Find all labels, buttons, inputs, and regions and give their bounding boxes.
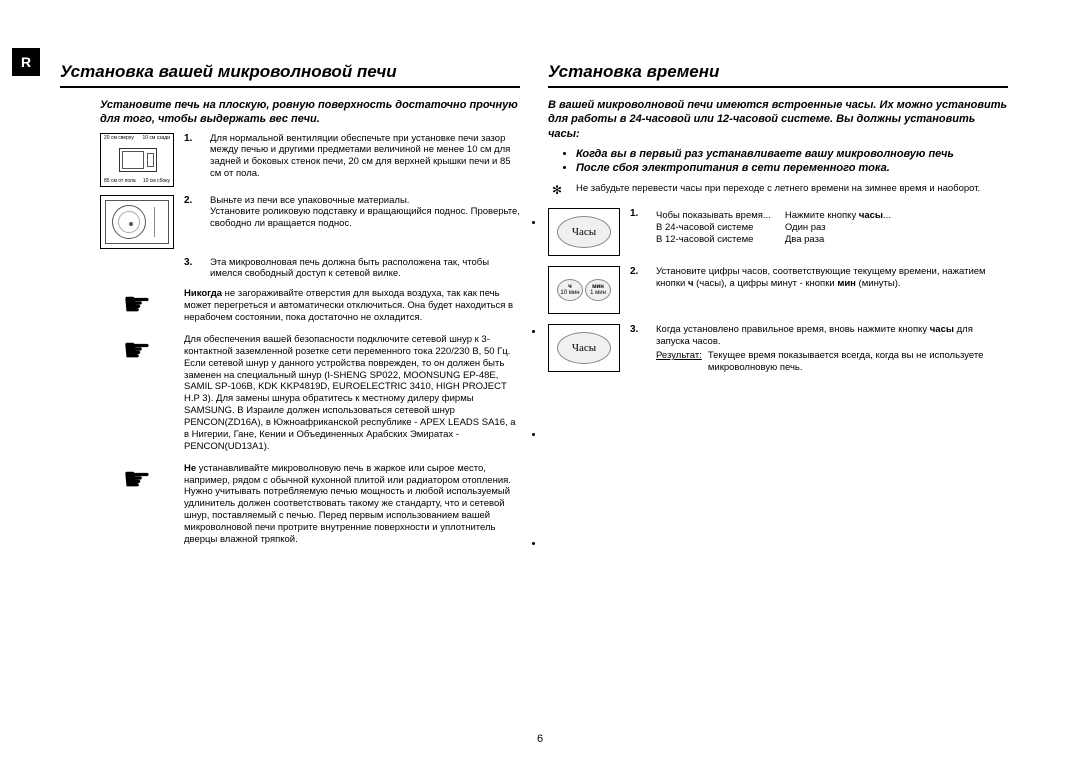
clock-oval-2: Часы	[557, 332, 611, 364]
right-bullets: Когда вы в первый раз устанавливаете ваш…	[562, 147, 1008, 176]
s1-col1a: Чобы показывать время...	[656, 210, 785, 222]
bullet-2: После сбоя электропитания в сети перемен…	[576, 161, 1008, 175]
clock-button-icon: Часы	[548, 208, 620, 256]
note-icon: ✻	[548, 183, 566, 198]
warning-2-text: Для обеспечения вашей безопасности подкл…	[184, 334, 520, 453]
side-badge: R	[12, 48, 40, 76]
step-2-num: 2.	[184, 195, 200, 249]
not-bold: Не	[184, 463, 196, 474]
left-title: Установка вашей микроволновой печи	[60, 60, 520, 88]
hour-min-button-icon: ч10 мин мин1 мин	[548, 266, 620, 314]
step-3-row: 3. Эта микроволновая печь должна быть ра…	[100, 257, 520, 281]
time-step-2-num: 2.	[630, 266, 646, 314]
diag-back-label: 10 см сзади	[142, 136, 170, 141]
clock-button-icon-2: Часы	[548, 324, 620, 372]
right-intro: В вашей микроволновой печи имеются встро…	[548, 98, 1008, 141]
result-label: Результат:	[656, 350, 702, 374]
diag-oven-box	[119, 148, 157, 172]
dst-note-text: Не забудьте перевести часы при переходе …	[576, 183, 1008, 198]
left-intro: Установите печь на плоскую, ровную повер…	[100, 98, 520, 127]
warning-3-text: Не устанавливайте микроволновую печь в ж…	[184, 463, 520, 546]
turntable-diagram	[100, 195, 174, 249]
diag-floor-label: 85 см от пола	[104, 179, 136, 184]
warning-3: ☛ Не устанавливайте микроволновую печь в…	[100, 463, 520, 546]
min-oval: мин1 мин	[585, 279, 611, 301]
time-step-3-text: Когда установлено правильное время, внов…	[656, 324, 1008, 374]
time-step-2: ч10 мин мин1 мин 2. Установите цифры час…	[548, 266, 1008, 314]
warning-2: ☛ Для обеспечения вашей безопасности под…	[100, 334, 520, 453]
time-step-2-text: Установите цифры часов, соответствующие …	[656, 266, 1008, 314]
step-2-row: 2. Выньте из печи все упаковочные матери…	[100, 195, 520, 249]
warning-1-body: не загораживайте отверстия для выхода во…	[184, 288, 513, 323]
s1-col1c: В 12-часовой системе	[656, 234, 785, 246]
clearance-diagram: 20 см сверху 10 см сзади 85 см от пола 1…	[100, 133, 174, 187]
hour-oval: ч10 мин	[557, 279, 583, 301]
step-1-text: Для нормальной вентиляции обеспечьте при…	[210, 133, 520, 187]
step-2-text: Выньте из печи все упаковочные материалы…	[210, 195, 520, 249]
pointer-icon: ☛	[100, 463, 174, 546]
clock-oval: Часы	[557, 216, 611, 248]
result-text: Текущее время показывается всегда, когда…	[708, 350, 1008, 374]
diag-top-label: 20 см сверху	[104, 136, 134, 141]
time-step-3: Часы 3. Когда установлено правильное вре…	[548, 324, 1008, 374]
right-column: Установка времени В вашей микроволновой …	[548, 60, 1008, 556]
s1-col1b: В 24-часовой системе	[656, 222, 785, 234]
time-step-1: Часы 1. Чобы показывать время... Нажмите…	[548, 208, 1008, 256]
pointer-icon: ☛	[100, 288, 174, 324]
page-number: 6	[537, 733, 543, 745]
never-bold: Никогда	[184, 288, 222, 299]
warning-3-body: устанавливайте микроволновую печь в жарк…	[184, 463, 511, 545]
step-1-num: 1.	[184, 133, 200, 187]
s1-col2a: Нажмите кнопку часы...	[785, 210, 905, 222]
warning-1: ☛ Никогда не загораживайте отверстия для…	[100, 288, 520, 324]
time-step-1-text: Чобы показывать время... Нажмите кнопку …	[656, 208, 1008, 256]
step-1-row: 20 см сверху 10 см сзади 85 см от пола 1…	[100, 133, 520, 187]
dst-note: ✻ Не забудьте перевести часы при переход…	[548, 183, 1008, 198]
pointer-icon: ☛	[100, 334, 174, 453]
warning-1-text: Никогда не загораживайте отверстия для в…	[184, 288, 520, 324]
step-3-num: 3.	[184, 257, 200, 281]
bullet-1: Когда вы в первый раз устанавливаете ваш…	[576, 147, 1008, 161]
s1-col2c: Два раза	[785, 234, 905, 246]
step-3-text: Эта микроволновая печь должна быть распо…	[210, 257, 520, 281]
fold-dots	[532, 60, 536, 703]
diag-side-label: 10 см сбоку	[143, 179, 170, 184]
time-step-3-num: 3.	[630, 324, 646, 374]
left-column: Установка вашей микроволновой печи Устан…	[60, 60, 520, 556]
time-step-1-num: 1.	[630, 208, 646, 256]
right-title: Установка времени	[548, 60, 1008, 88]
s1-col2b: Один раз	[785, 222, 905, 234]
